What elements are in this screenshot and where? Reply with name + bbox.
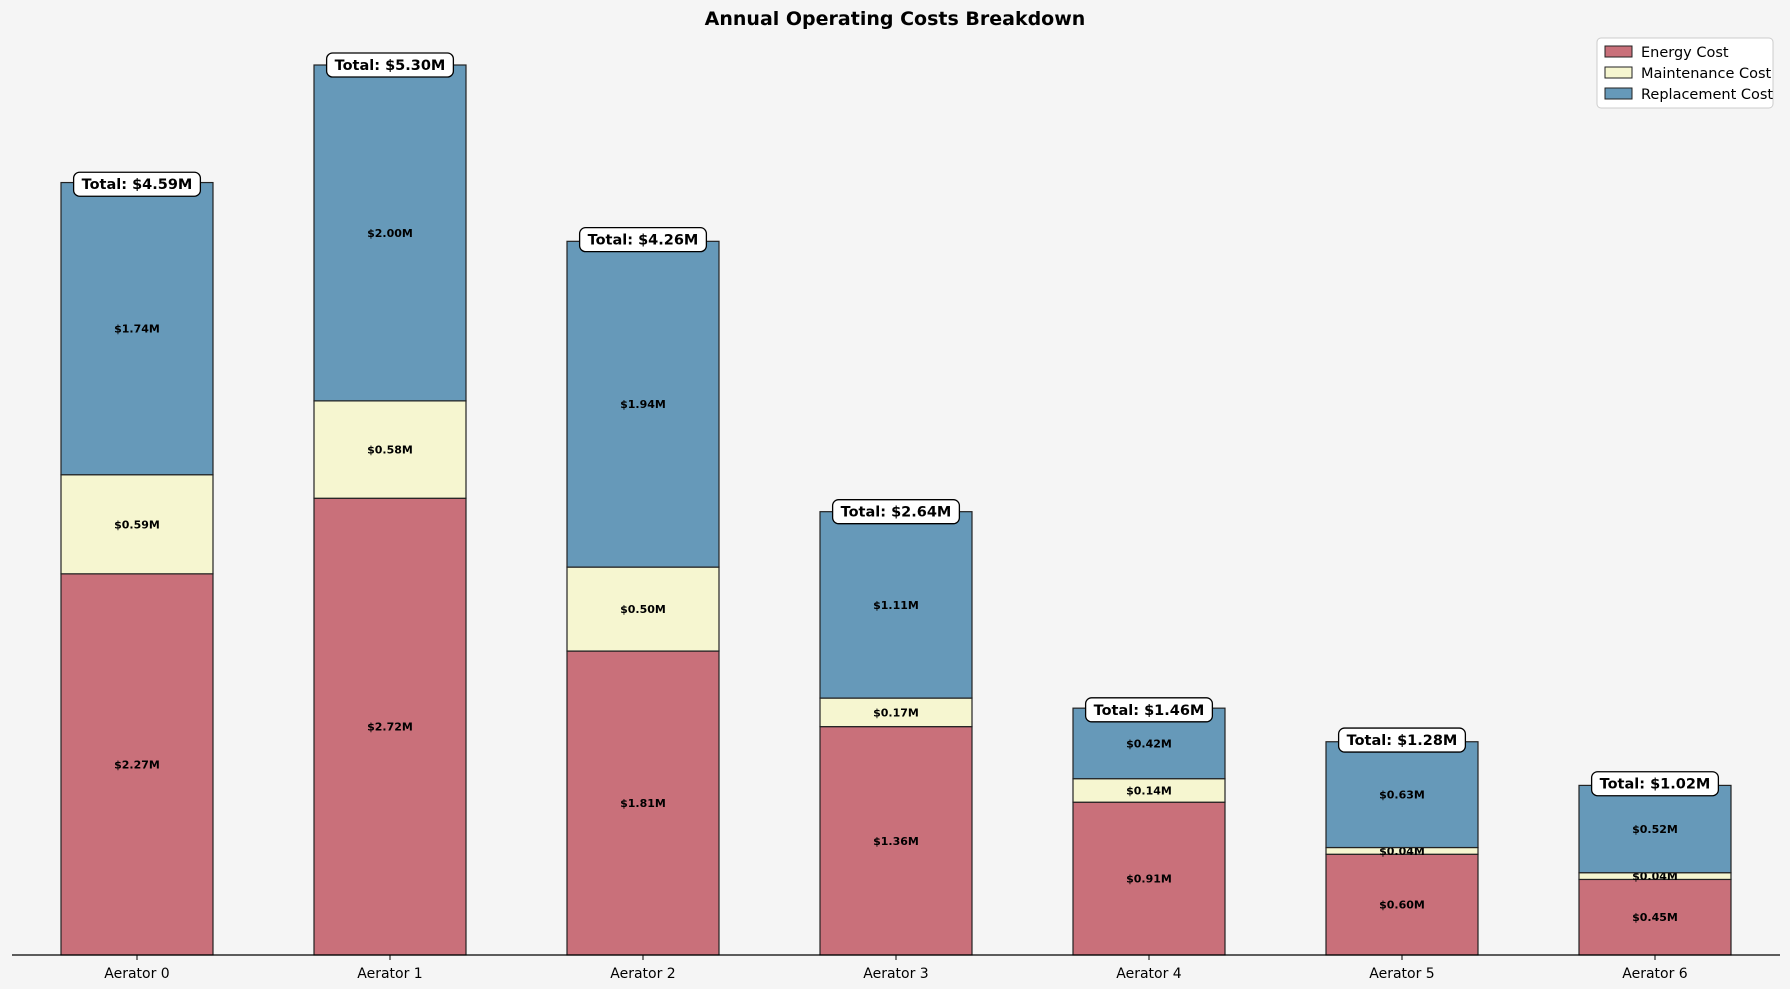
total-label-box [578, 226, 708, 253]
total-label: Total: $4.59M [82, 177, 193, 193]
bar-energy-cost-2 [566, 650, 720, 956]
legend-label-replacement-cost: Replacement Cost [1641, 87, 1773, 103]
bar-energy-cost-5 [1325, 853, 1479, 956]
total-label: Total: $1.02M [1600, 777, 1711, 793]
legend: Energy Cost Maintenance Cost Replacement C… [1596, 37, 1774, 109]
bar-value-label: $1.36M [873, 835, 919, 848]
bar-replacement-cost-5 [1325, 741, 1479, 849]
bar-energy-cost-6 [1578, 878, 1732, 956]
total-label-box [831, 499, 961, 525]
bar-value-label: $0.04M [1632, 870, 1678, 883]
bar-value-label: $1.81M [620, 797, 666, 810]
total-label: Total: $4.26M [588, 233, 699, 249]
bar-value-label: $0.60M [1379, 899, 1425, 912]
total-label: Total: $1.28M [1347, 733, 1458, 749]
bar-value-label: $1.74M [114, 323, 160, 336]
total-label-box [325, 52, 455, 78]
bar-value-label: $0.59M [114, 518, 160, 531]
bar-value-label: $0.91M [1126, 873, 1172, 886]
bar-value-label: $0.58M [367, 444, 413, 457]
bar-maintenance-cost-0 [60, 474, 214, 575]
legend-swatch-energy-cost [1604, 45, 1633, 58]
bar-value-label: $2.72M [367, 721, 413, 734]
x-tick-label: Aerator 6 [1622, 966, 1688, 982]
total-label: Total: $5.30M [335, 58, 446, 74]
legend-label-energy-cost: Energy Cost [1641, 45, 1729, 61]
total-annotation: Total: $4.26M [578, 226, 708, 253]
bar-replacement-cost-2 [566, 240, 720, 568]
bar-value-label: $0.04M [1379, 845, 1425, 858]
x-tick-label: Aerator 3 [863, 966, 928, 982]
x-axis: Aerator 0 Aerator 1 Aerator 2 Aerator 3 Aera… [12, 954, 1780, 982]
legend-swatch-replacement-cost [1604, 87, 1633, 100]
x-tick-label: Aerator 5 [1369, 966, 1434, 982]
total-label: Total: $2.64M [841, 505, 952, 521]
bar-value-label: $0.63M [1379, 789, 1425, 802]
total-annotation: Total: $5.30M [325, 52, 455, 78]
bar-replacement-cost-1 [313, 64, 467, 402]
bar-value-label: $0.17M [873, 706, 919, 719]
bar-value-label: $1.11M [873, 599, 919, 612]
total-label-box [72, 171, 202, 197]
legend-label-maintenance-cost: Maintenance Cost [1641, 66, 1772, 82]
bar-value-label: $0.52M [1632, 823, 1678, 836]
legend-swatch-maintenance-cost [1604, 66, 1633, 79]
bars-layer: $2.27M $0.59M $1.74M $2.72M $0.58M $2.00M $1.8… [60, 64, 1732, 956]
total-label-box [1590, 771, 1720, 797]
total-annotation: Total: $4.59M [72, 171, 202, 197]
bar-replacement-cost-6 [1578, 784, 1732, 874]
bar-value-label: $1.94M [620, 398, 666, 411]
legend-box [1596, 37, 1774, 109]
bar-maintenance-cost-2 [566, 566, 720, 652]
total-annotation: Total: $1.28M [1337, 727, 1467, 753]
x-tick-label: Aerator 4 [1116, 966, 1182, 982]
bar-value-label: $0.42M [1126, 737, 1172, 750]
total-label-box [1337, 727, 1467, 753]
total-annotation: Total: $2.64M [831, 499, 961, 525]
bar-maintenance-cost-3 [819, 697, 973, 728]
bar-value-label: $0.14M [1126, 784, 1172, 797]
bar-replacement-cost-0 [60, 181, 214, 476]
total-label: Total: $1.46M [1094, 703, 1205, 719]
bar-value-label: $2.00M [367, 227, 413, 240]
total-label-box [1084, 697, 1214, 723]
bar-value-label: $2.27M [114, 758, 160, 771]
bar-replacement-cost-3 [819, 511, 973, 699]
bar-energy-cost-0 [60, 573, 214, 956]
x-tick-label: Aerator 1 [357, 966, 422, 982]
bar-energy-cost-4 [1072, 801, 1226, 956]
chart-title: Annual Operating Costs Breakdown [705, 8, 1086, 30]
bar-maintenance-cost-1 [313, 400, 467, 499]
total-annotation: Total: $1.02M [1590, 771, 1720, 797]
x-tick-label: Aerator 0 [104, 966, 169, 982]
x-tick-label: Aerator 2 [610, 966, 675, 982]
total-annotation: Total: $1.46M [1084, 697, 1214, 723]
total-labels-layer: Total: $4.59M Total: $5.30M Total: $4.26M T… [72, 52, 1720, 797]
bar-energy-cost-3 [819, 726, 973, 956]
bar-value-label: $0.45M [1632, 911, 1678, 924]
bar-value-label: $0.50M [620, 603, 666, 616]
